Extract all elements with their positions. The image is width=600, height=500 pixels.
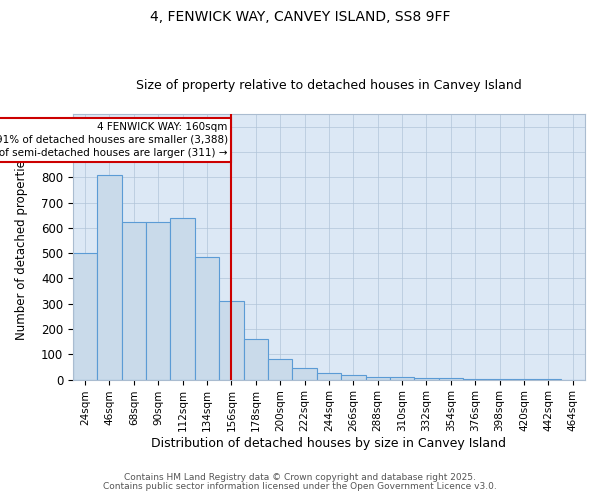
Bar [317,374,341,380]
Bar [463,379,487,380]
Text: Contains public sector information licensed under the Open Government Licence v3: Contains public sector information licen… [103,482,497,491]
Bar [170,218,195,380]
Text: 4 FENWICK WAY: 160sqm
← 91% of detached houses are smaller (3,388)
8% of semi-de: 4 FENWICK WAY: 160sqm ← 91% of detached … [0,122,228,158]
Bar [415,378,439,380]
Bar [97,174,122,380]
Bar [365,377,390,380]
Bar [244,339,268,380]
Text: 4, FENWICK WAY, CANVEY ISLAND, SS8 9FF: 4, FENWICK WAY, CANVEY ISLAND, SS8 9FF [150,10,450,24]
Title: Size of property relative to detached houses in Canvey Island: Size of property relative to detached ho… [136,79,522,92]
Bar [195,257,219,380]
Text: Contains HM Land Registry data © Crown copyright and database right 2025.: Contains HM Land Registry data © Crown c… [124,474,476,482]
X-axis label: Distribution of detached houses by size in Canvey Island: Distribution of detached houses by size … [151,437,506,450]
Bar [268,360,292,380]
Bar [439,378,463,380]
Bar [73,253,97,380]
Bar [487,379,512,380]
Bar [390,377,415,380]
Bar [146,222,170,380]
Bar [122,222,146,380]
Y-axis label: Number of detached properties: Number of detached properties [15,154,28,340]
Bar [292,368,317,380]
Bar [219,301,244,380]
Bar [341,374,365,380]
